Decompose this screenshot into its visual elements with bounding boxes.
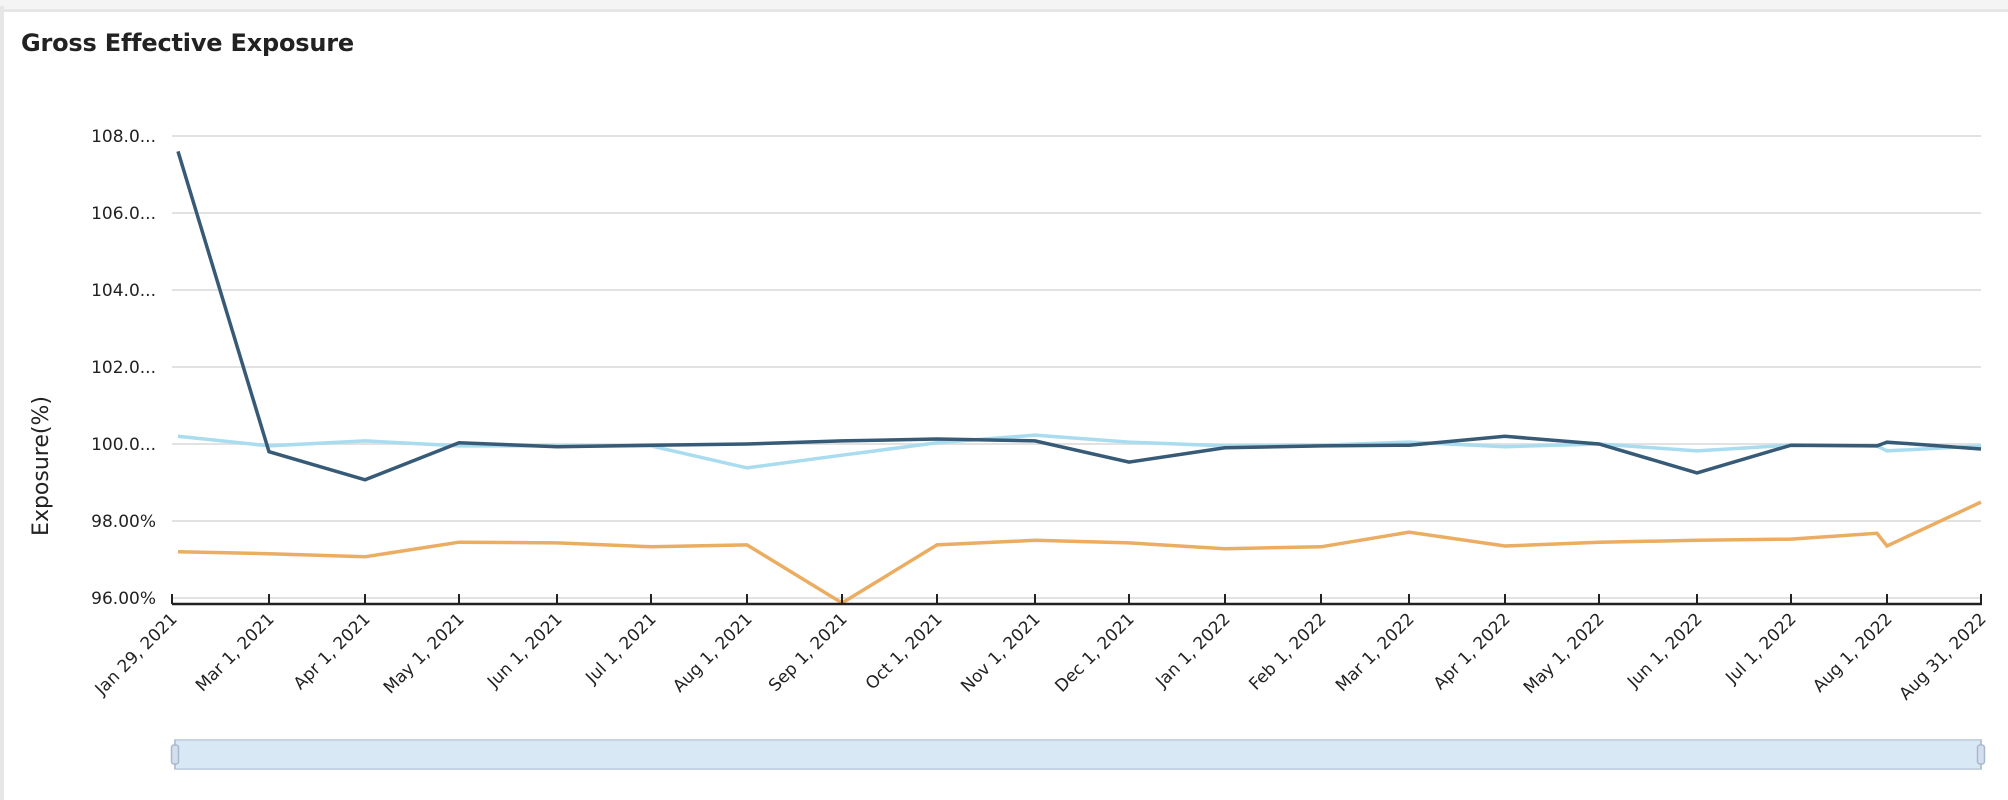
data-series (176, 150, 1982, 606)
brush-selection[interactable] (174, 739, 1982, 770)
x-tick-label: May 1, 2022 (1520, 609, 1609, 698)
x-tick-label: Jun 1, 2022 (1623, 609, 1706, 692)
chart-panel (4, 9, 2008, 800)
series-line-1 (176, 150, 1982, 482)
x-tick-label: Jan 1, 2022 (1151, 609, 1234, 692)
x-axis: Jan 29, 2021 Mar 1, 2021 Apr 1, 2021 May 1,… (91, 594, 1991, 704)
x-tick-label: Mar 1, 2022 (1332, 609, 1419, 696)
x-tick-label: Aug 31, 2022 (1896, 609, 1991, 704)
range-brush[interactable] (170, 739, 1986, 770)
y-tick-label: 104.0... (91, 281, 156, 301)
y-tick-label: 100.0... (91, 435, 156, 455)
gridlines (172, 135, 1981, 599)
y-tick-label: 108.0... (91, 127, 156, 147)
x-tick-label: Jul 1, 2022 (1721, 609, 1800, 688)
x-tick-label: Aug 1, 2021 (669, 609, 756, 696)
brush-handle-left[interactable] (170, 744, 180, 765)
x-tick-label: Jan 29, 2021 (91, 609, 182, 700)
y-tick-label: 96.00% (91, 589, 156, 609)
x-tick-label: Jul 1, 2021 (581, 609, 660, 688)
x-tick-label: Apr 1, 2022 (1430, 609, 1515, 694)
y-axis-tick-labels: 96.00% 98.00% 100.0... 102.0... 104.0... 106.… (91, 127, 156, 609)
panel-left-border (0, 6, 4, 800)
x-tick-label: Dec 1, 2021 (1051, 609, 1138, 696)
x-tick-label: May 1, 2021 (380, 609, 469, 698)
y-tick-label: 102.0... (91, 358, 156, 378)
y-tick-label: 106.0... (91, 204, 156, 224)
y-tick-label: 98.00% (91, 512, 156, 532)
y-axis-title: Exposure(%) (29, 396, 54, 536)
x-tick-label: Jun 1, 2021 (483, 609, 566, 692)
x-tick-label: Oct 1, 2021 (862, 609, 947, 694)
series-line-2 (177, 433, 1982, 470)
series-line-3 (177, 500, 1982, 606)
brush-handle-right[interactable] (1976, 744, 1986, 765)
x-tick-label: Mar 1, 2021 (192, 609, 279, 696)
x-tick-label: Feb 1, 2022 (1245, 609, 1330, 694)
chart-title: Gross Effective Exposure (21, 29, 354, 57)
x-tick-label: Sep 1, 2021 (765, 609, 852, 696)
x-tick-label: Apr 1, 2021 (290, 609, 375, 694)
x-tick-label: Nov 1, 2021 (957, 609, 1044, 696)
x-tick-label: Aug 1, 2022 (1809, 609, 1896, 696)
